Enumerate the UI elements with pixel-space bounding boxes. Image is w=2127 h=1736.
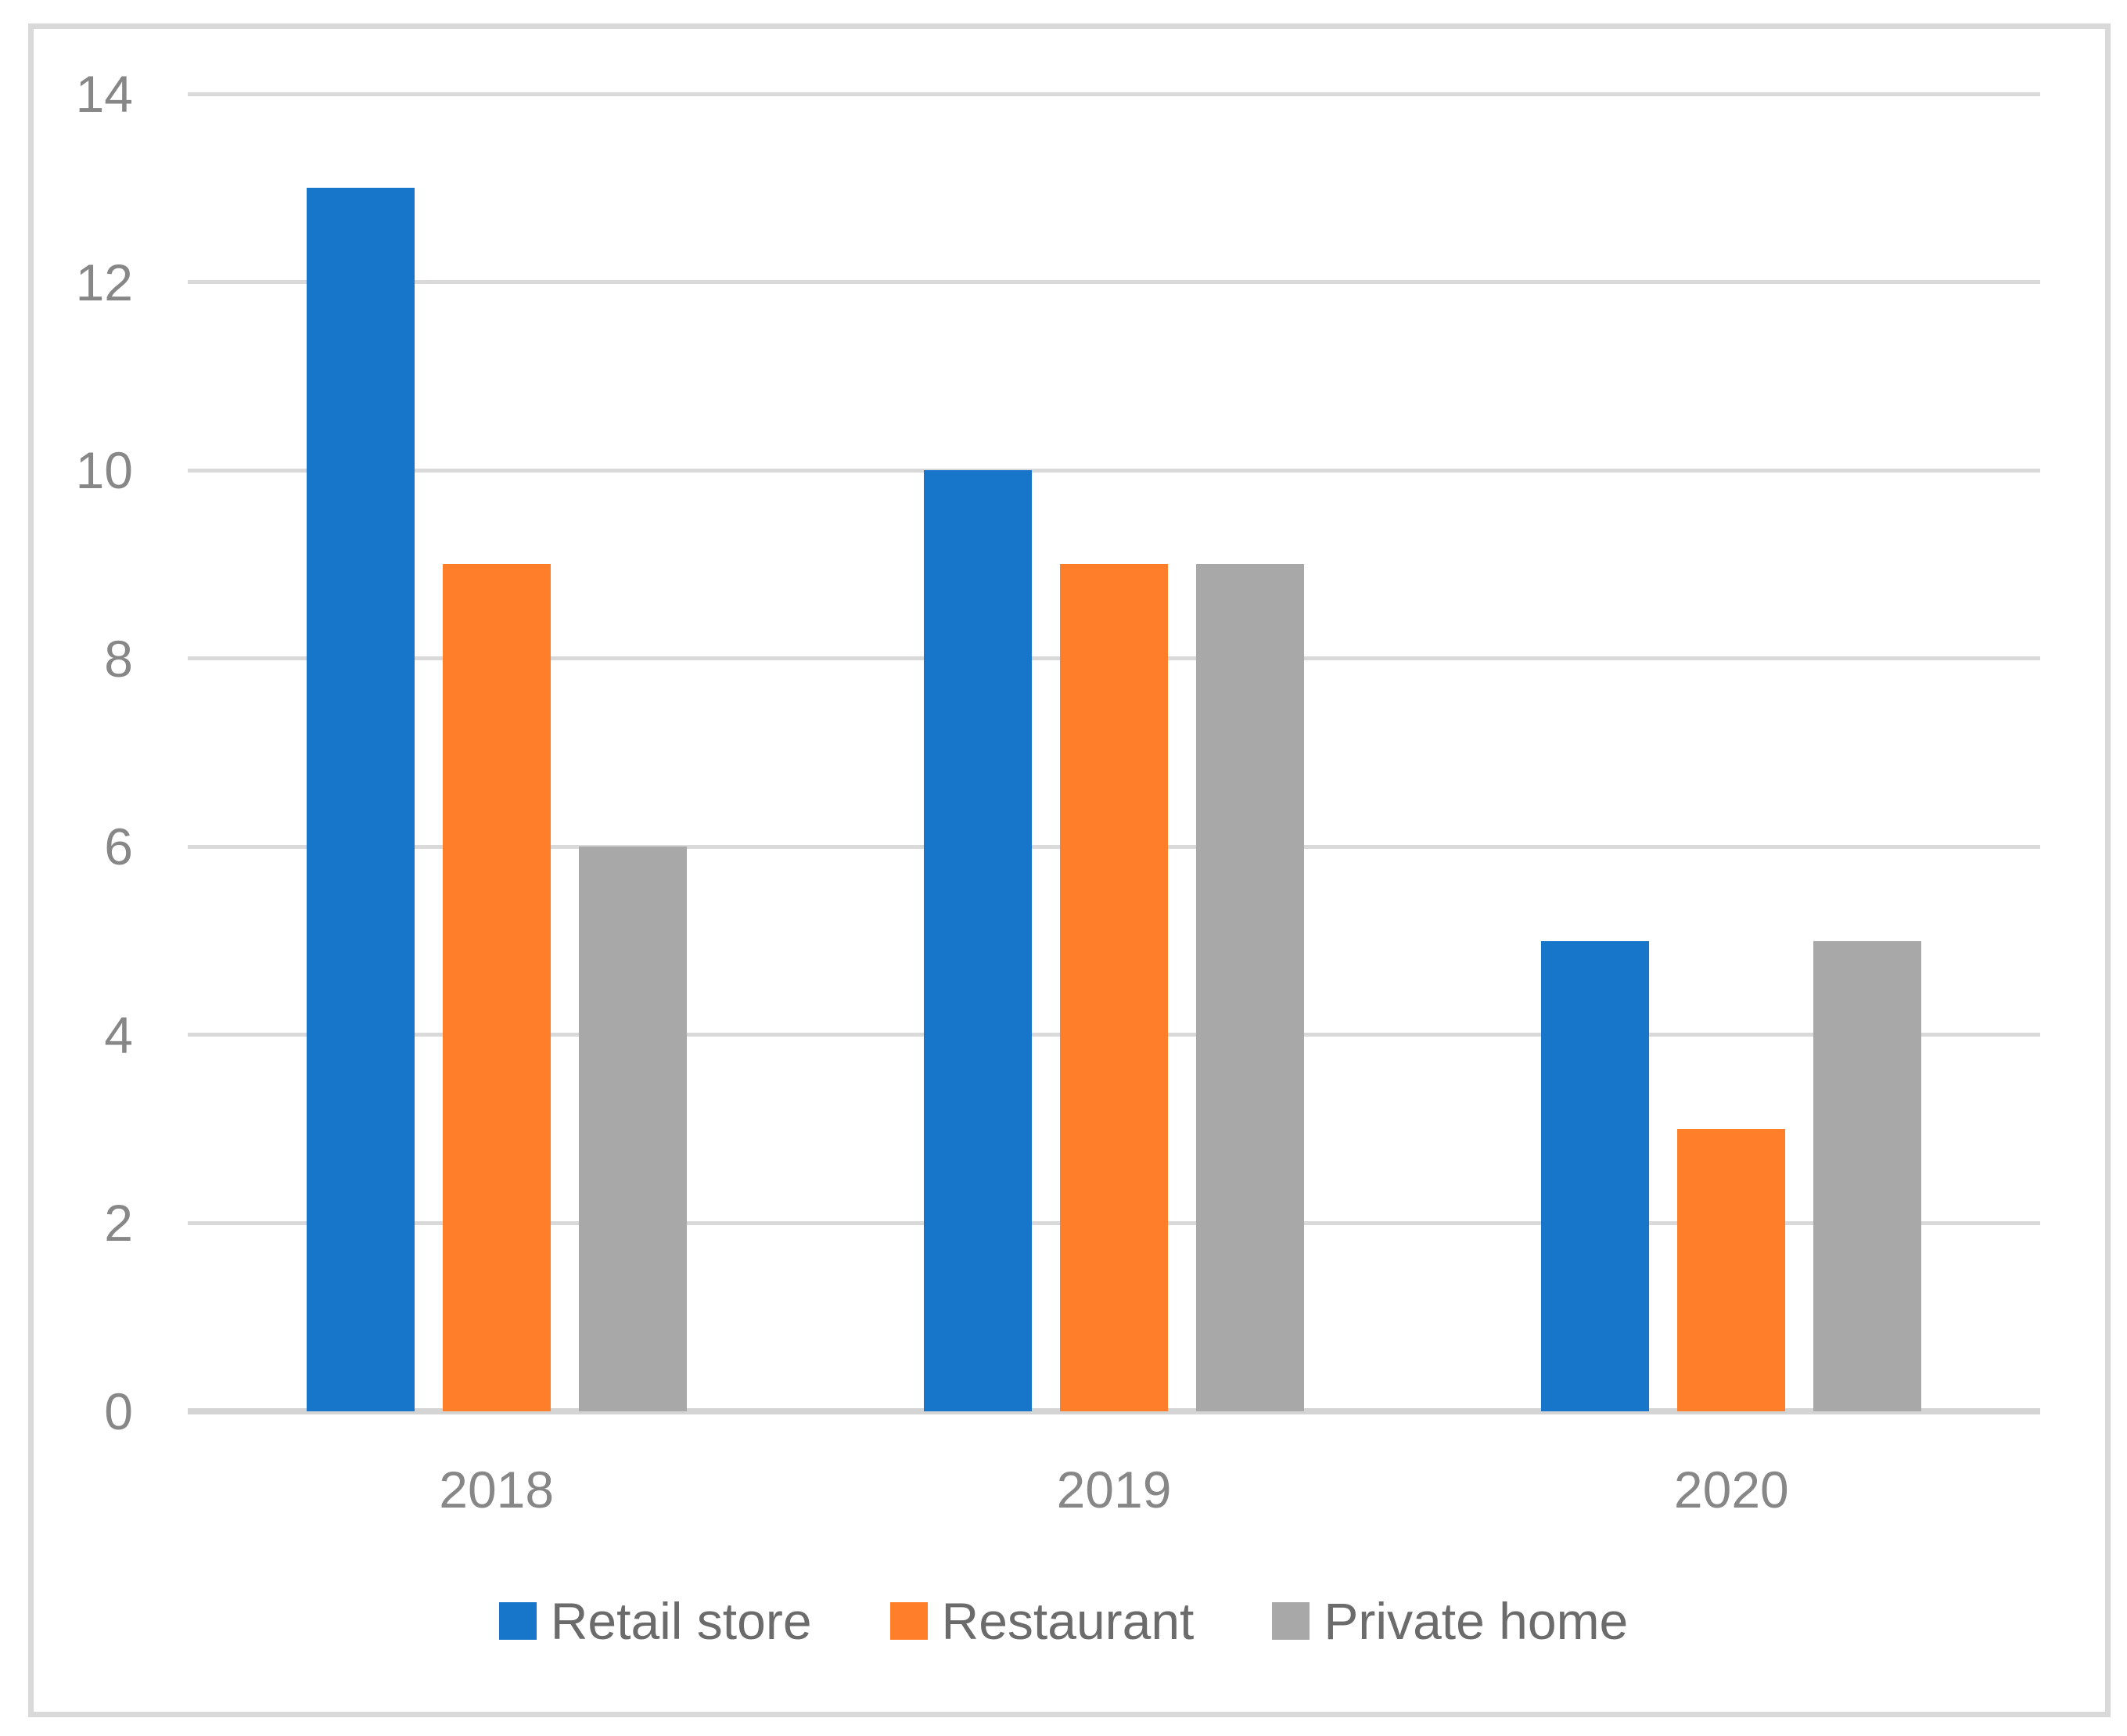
y-axis-tick-label: 0 <box>104 1382 133 1440</box>
category-label-2018: 2018 <box>439 1461 555 1519</box>
legend-swatch <box>498 1602 537 1640</box>
legend-swatch <box>1272 1602 1310 1640</box>
legend: Retail store Restaurant Private home <box>0 1593 2127 1649</box>
bar-group-2018 <box>306 188 687 1411</box>
legend-item-private-home: Private home <box>1272 1593 1628 1649</box>
bar-restaurant-2019 <box>1060 564 1168 1411</box>
bar-restaurant-2020 <box>1677 1129 1786 1411</box>
legend-item-retail-store: Retail store <box>498 1592 812 1650</box>
y-axis-tick-label: 6 <box>104 818 133 876</box>
y-axis-tick-label: 12 <box>75 253 133 311</box>
bar-private-home-2020 <box>1813 940 1922 1411</box>
category-label-2019: 2019 <box>1056 1461 1172 1519</box>
y-axis-tick-label: 10 <box>75 441 133 500</box>
gridline <box>188 280 2040 285</box>
bar-private-home-2018 <box>578 846 687 1411</box>
bar-restaurant-2018 <box>442 564 551 1411</box>
gridline <box>188 92 2040 96</box>
y-axis-tick-label: 14 <box>75 65 133 123</box>
x-axis-line <box>188 1408 2040 1414</box>
bar-group-2019 <box>924 470 1304 1411</box>
bar-retail-store-2018 <box>306 188 415 1411</box>
legend-label: Private home <box>1324 1592 1629 1650</box>
bar-group-2020 <box>1541 940 1922 1411</box>
bar-retail-store-2020 <box>1541 940 1650 1411</box>
category-label-2020: 2020 <box>1673 1461 1789 1519</box>
legend-label: Restaurant <box>941 1592 1195 1650</box>
legend-swatch <box>889 1602 928 1640</box>
y-axis-tick-label: 8 <box>104 629 133 688</box>
gridline <box>188 468 2040 473</box>
legend-label: Retail store <box>550 1592 812 1650</box>
bar-private-home-2019 <box>1196 564 1304 1411</box>
plot-area <box>188 92 2040 1414</box>
bar-retail-store-2019 <box>924 470 1032 1411</box>
y-axis-tick-label: 4 <box>104 1005 133 1064</box>
y-axis-tick-label: 2 <box>104 1194 133 1253</box>
legend-item-restaurant: Restaurant <box>889 1592 1195 1650</box>
